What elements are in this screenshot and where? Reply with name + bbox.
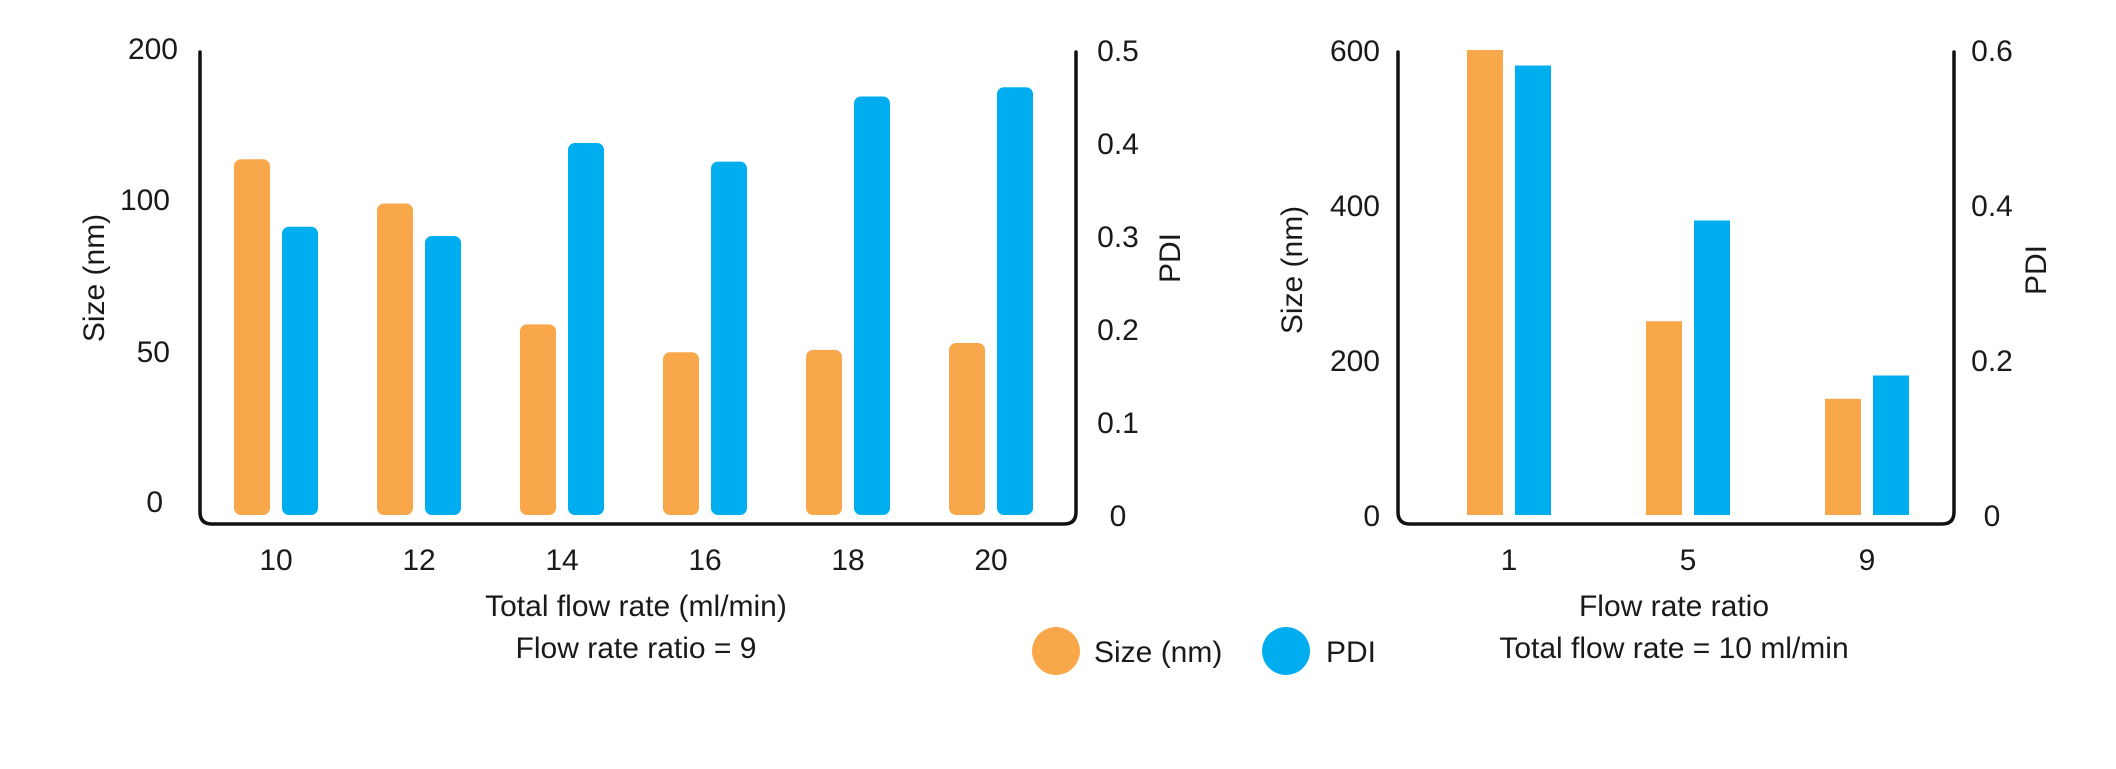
y2-tick-label: 0.4	[1097, 128, 1139, 161]
chart2-y2-axis-label: PDI	[2020, 245, 2053, 295]
chart1-y2-axis-label: PDI	[1154, 233, 1187, 283]
bar-pdi-1	[1515, 65, 1551, 515]
y2-tick-label: 0.5	[1097, 35, 1139, 68]
bar-pdi-10	[282, 226, 318, 515]
bar-pdi-5	[1694, 220, 1730, 515]
x-tick-label: 10	[259, 544, 292, 577]
bar-size-nm-12	[377, 203, 413, 515]
chart1-x-axis-label: Total flow rate (ml/min)	[485, 590, 787, 623]
y2-tick-label: 0.1	[1097, 407, 1139, 440]
y2-tick-label: 0.4	[1971, 190, 2013, 223]
legend: Size (nm) PDI	[1032, 627, 1376, 675]
bar-pdi-16	[711, 161, 747, 515]
bar-size-nm-9	[1825, 398, 1861, 515]
bar-pdi-20	[997, 87, 1033, 515]
bar-pdi-12	[425, 236, 461, 515]
legend-swatch-pdi	[1262, 627, 1310, 675]
y2-tick-label: 0.2	[1097, 314, 1139, 347]
chart2-y-axis-label: Size (nm)	[1276, 206, 1309, 334]
y2-tick-label: 0.6	[1971, 35, 2013, 68]
bar-size-nm-1	[1467, 50, 1503, 515]
x-tick-label: 5	[1680, 544, 1697, 577]
chart-total-flow-rate: 200 100 50 0 0 0.1 0.2 0.3 0.4 0.5 10 12 14 16 18…	[78, 33, 1187, 665]
x-tick-label: 9	[1859, 544, 1876, 577]
x-tick-label: 16	[688, 544, 721, 577]
chart1-right-ticks: 0 0.1 0.2 0.3 0.4 0.5	[1097, 35, 1139, 533]
x-tick-label: 20	[974, 544, 1007, 577]
chart1-y-axis-label: Size (nm)	[78, 214, 111, 342]
y2-tick-label: 0.3	[1097, 221, 1139, 254]
y2-tick-label: 0	[1110, 500, 1127, 533]
x-tick-label: 18	[831, 544, 864, 577]
bar-size-nm-10	[234, 159, 270, 515]
y-tick-label: 200	[128, 33, 178, 66]
bar-pdi-9	[1873, 375, 1909, 515]
x-tick-label: 14	[545, 544, 578, 577]
y2-tick-label: 0	[1984, 500, 2001, 533]
bar-size-nm-16	[663, 352, 699, 515]
chart1-axis-frame	[198, 50, 1078, 526]
y-tick-label: 50	[137, 336, 170, 369]
y-tick-label: 400	[1330, 190, 1380, 223]
bar-size-nm-18	[806, 349, 842, 515]
y-tick-label: 600	[1330, 35, 1380, 68]
chart2-left-ticks: 0 200 400 600	[1330, 35, 1380, 533]
y-tick-label: 0	[146, 486, 163, 519]
bar-size-nm-14	[520, 324, 556, 515]
chart1-bars	[234, 87, 1033, 515]
chart1-left-ticks: 200 100 50 0	[120, 33, 178, 519]
chart2-bars	[1467, 50, 1909, 515]
chart2-right-ticks: 0 0.2 0.4 0.6	[1971, 35, 2013, 533]
bar-pdi-18	[854, 96, 890, 515]
legend-swatch-size	[1032, 627, 1080, 675]
chart2-subtitle: Total flow rate = 10 ml/min	[1499, 632, 1848, 665]
y2-tick-label: 0.2	[1971, 345, 2013, 378]
chart1-subtitle: Flow rate ratio = 9	[516, 632, 757, 665]
y-tick-label: 0	[1363, 500, 1380, 533]
chart2-x-axis-label: Flow rate ratio	[1579, 590, 1769, 623]
bar-size-nm-5	[1646, 321, 1682, 515]
x-tick-label: 12	[402, 544, 435, 577]
x-tick-label: 1	[1501, 544, 1518, 577]
y-tick-label: 100	[120, 184, 170, 217]
chart1-x-ticks: 10 12 14 16 18 20	[259, 544, 1007, 577]
legend-label-size: Size (nm)	[1094, 636, 1222, 669]
bar-size-nm-20	[949, 342, 985, 515]
bar-pdi-14	[568, 143, 604, 515]
y-tick-label: 200	[1330, 345, 1380, 378]
legend-label-pdi: PDI	[1326, 636, 1376, 669]
chart2-x-ticks: 1 5 9	[1501, 544, 1876, 577]
chart2-axis-frame	[1396, 50, 1956, 526]
